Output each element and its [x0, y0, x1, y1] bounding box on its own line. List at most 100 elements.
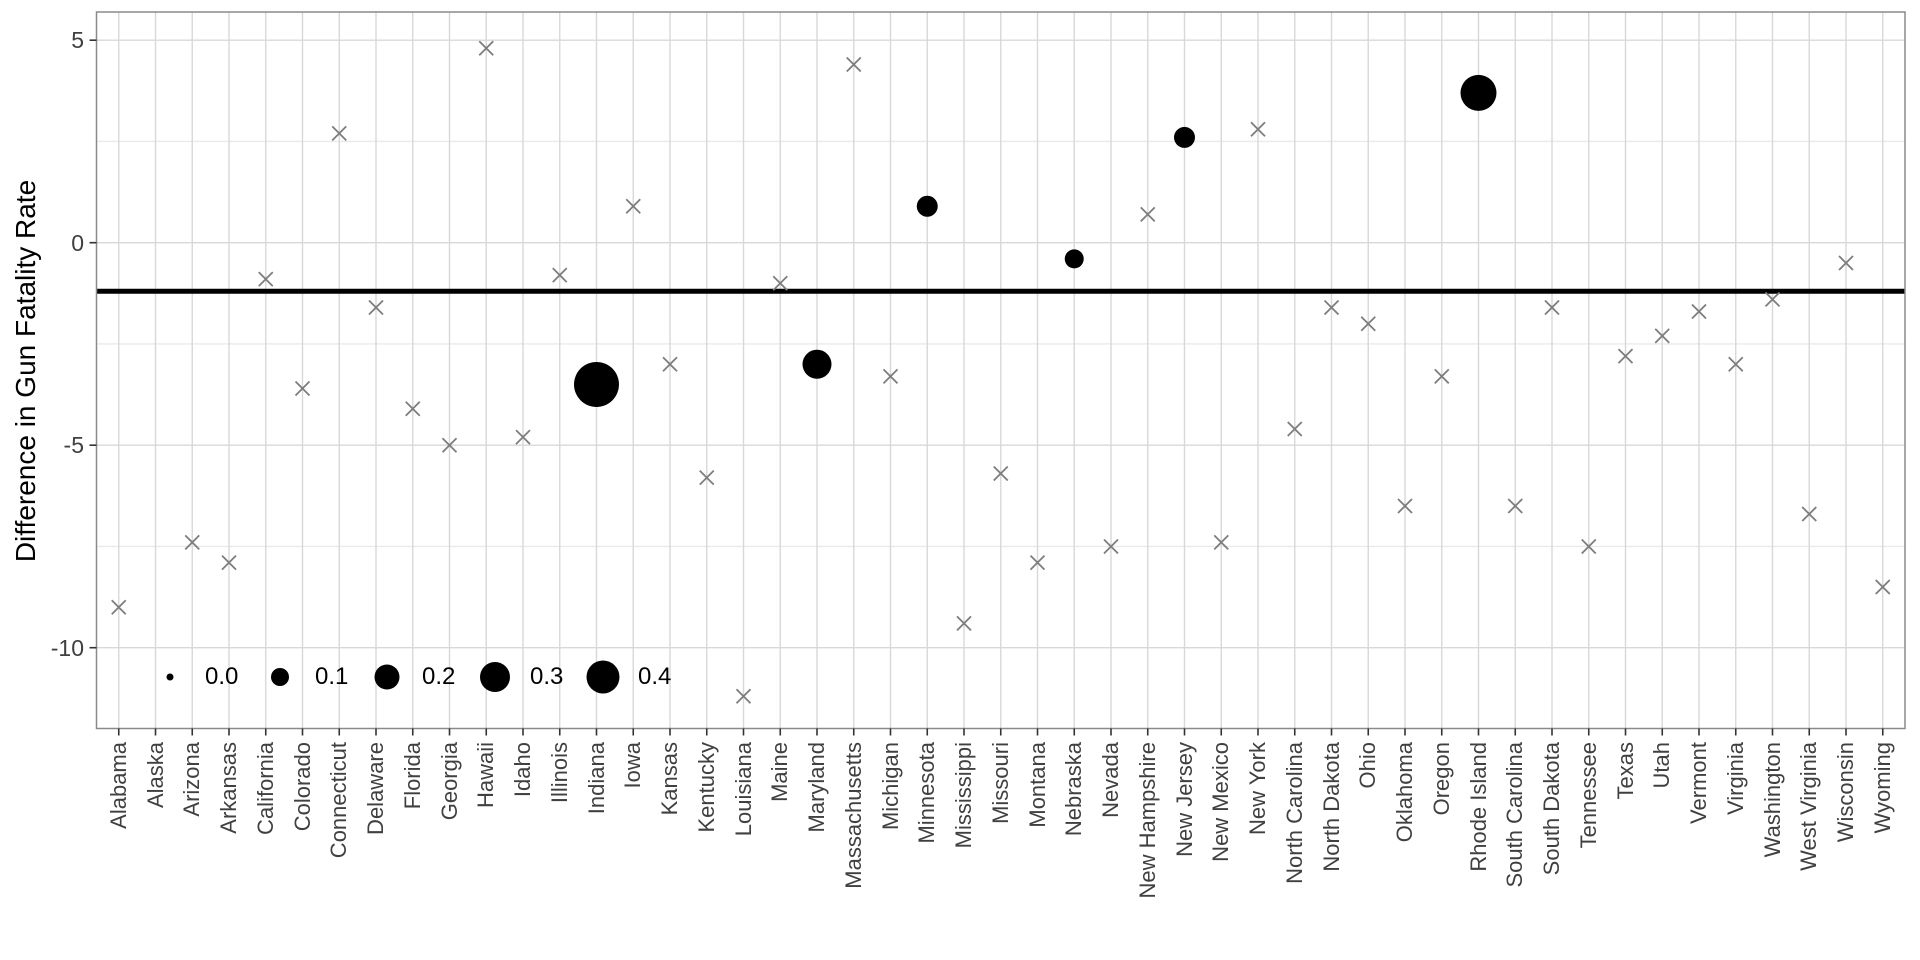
size-legend-label-0.3: 0.3: [530, 663, 564, 690]
weighted-point-circle-Maryland: [802, 349, 832, 379]
control-point-marker-Iowa: [625, 198, 641, 214]
control-point-marker-Nevada: [1103, 538, 1119, 555]
control-point-marker-Ohio: [1360, 316, 1376, 332]
control-point-marker-Wisconsin: [1838, 255, 1854, 271]
x-tick-label-Delaware: Delaware: [363, 742, 388, 835]
x-tick-label-Montana: Montana: [1024, 742, 1050, 828]
x-tick-label-California: California: [252, 742, 278, 835]
control-point-marker-Connecticut: [331, 125, 347, 141]
x-tick-label-Missouri: Missouri: [987, 742, 1013, 824]
x-tick-label-Wisconsin: Wisconsin: [1833, 742, 1858, 843]
weighted-point-circle-Indiana: [574, 361, 619, 407]
x-tick-label-Indiana: Indiana: [583, 742, 609, 815]
control-point-marker-Texas: [1617, 348, 1634, 364]
x-tick-label-Tennessee: Tennessee: [1575, 742, 1601, 849]
control-point-marker-Colorado: [294, 380, 311, 397]
x-tick-label-New Jersey: New Jersey: [1171, 742, 1197, 857]
y-tick-label-0: 0: [71, 229, 84, 256]
x-tick-label-New Mexico: New Mexico: [1208, 742, 1234, 862]
x-tick-label-North Carolina: North Carolina: [1281, 742, 1307, 884]
control-point-marker-Tennessee: [1581, 538, 1597, 555]
y-tick-label-5: 5: [71, 27, 84, 54]
x-tick-label-Rhode Island: Rhode Island: [1465, 742, 1491, 872]
control-point-marker-Hawaii: [478, 40, 494, 56]
control-point-marker-Louisiana: [735, 688, 752, 704]
x-tick-label-Maryland: Maryland: [804, 742, 829, 833]
control-point-marker-West Virginia: [1801, 506, 1817, 522]
control-point-marker-Arizona: [184, 534, 200, 551]
x-tick-label-Washington: Washington: [1759, 742, 1785, 858]
x-tick-label-Michigan: Michigan: [877, 742, 903, 831]
size-legend-label-0.1: 0.1: [315, 663, 349, 690]
x-tick-label-Oregon: Oregon: [1428, 742, 1454, 816]
size-legend-dot-0.2: [374, 664, 400, 690]
control-point-marker-Oregon: [1434, 368, 1450, 384]
control-point-marker-North Dakota: [1323, 299, 1340, 316]
control-point-marker-Florida: [405, 401, 421, 417]
control-point-marker-Oklahoma: [1397, 498, 1413, 514]
control-point-marker-Maine: [772, 275, 788, 291]
control-point-marker-Wyoming: [1875, 579, 1891, 595]
weighted-point-circle-Minnesota: [916, 195, 938, 217]
control-point-marker-New Mexico: [1213, 534, 1229, 551]
size-legend-dot-0.1: [271, 668, 289, 686]
control-point-marker-California: [258, 271, 274, 287]
x-tick-label-Florida: Florida: [399, 742, 425, 810]
x-tick-label-Illinois: Illinois: [546, 742, 572, 804]
x-tick-label-Nebraska: Nebraska: [1061, 742, 1087, 837]
x-tick-label-Georgia: Georgia: [436, 742, 462, 821]
control-point-marker-Washington: [1764, 291, 1781, 308]
x-tick-label-Ohio: Ohio: [1355, 742, 1381, 789]
x-tick-label-Idaho: Idaho: [510, 742, 535, 798]
control-point-marker-Montana: [1029, 555, 1046, 571]
control-point-marker-New Hampshire: [1140, 206, 1156, 222]
control-point-marker-Vermont: [1691, 303, 1707, 320]
control-point-marker-North Carolina: [1287, 421, 1303, 437]
size-legend-label-0.2: 0.2: [422, 663, 456, 690]
control-point-marker-Utah: [1654, 328, 1670, 344]
size-legend-label-0.4: 0.4: [638, 663, 672, 690]
x-tick-label-Virginia: Virginia: [1722, 742, 1748, 815]
x-tick-label-North Dakota: North Dakota: [1318, 742, 1344, 872]
x-tick-label-West Virginia: West Virginia: [1796, 742, 1822, 871]
x-tick-label-Maine: Maine: [767, 742, 793, 802]
x-tick-label-Wyoming: Wyoming: [1869, 742, 1895, 834]
x-tick-label-Louisiana: Louisiana: [730, 742, 756, 837]
control-point-marker-Mississippi: [956, 615, 972, 632]
weighted-point-circle-Rhode Island: [1460, 74, 1497, 111]
x-tick-label-Utah: Utah: [1649, 742, 1675, 789]
control-point-marker-Massachusetts: [846, 56, 862, 73]
x-tick-label-Massachusetts: Massachusetts: [840, 742, 866, 889]
x-tick-label-Connecticut: Connecticut: [326, 742, 352, 859]
x-tick-label-Colorado: Colorado: [289, 742, 315, 832]
control-point-marker-Michigan: [882, 368, 899, 384]
size-legend-dot-0.4: [586, 660, 620, 694]
y-tick-label--10: -10: [50, 634, 84, 661]
control-point-marker-Delaware: [368, 299, 384, 316]
control-point-marker-Alabama: [111, 599, 127, 615]
y-tick-label--5: -5: [63, 432, 84, 459]
x-tick-label-New York: New York: [1245, 742, 1270, 835]
x-tick-label-Alabama: Alabama: [105, 742, 131, 829]
control-point-marker-Kansas: [662, 356, 678, 372]
x-tick-label-Arkansas: Arkansas: [216, 742, 241, 834]
control-point-marker-Illinois: [552, 267, 568, 283]
x-tick-label-Iowa: Iowa: [620, 742, 646, 789]
control-point-marker-Missouri: [993, 465, 1009, 482]
size-legend-label-0.0: 0.0: [205, 663, 239, 690]
y-axis-title: Difference in Gun Fatality Rate: [10, 179, 41, 563]
x-tick-label-Hawaii: Hawaii: [473, 742, 499, 809]
x-tick-label-Arizona: Arizona: [179, 742, 205, 817]
control-point-marker-Idaho: [515, 429, 531, 445]
weighted-point-circle-New Jersey: [1174, 126, 1195, 148]
control-point-marker-Kentucky: [699, 469, 715, 486]
control-point-marker-South Dakota: [1544, 299, 1560, 316]
x-tick-label-South Carolina: South Carolina: [1502, 742, 1528, 888]
x-tick-label-Kentucky: Kentucky: [693, 742, 719, 833]
x-tick-label-Kansas: Kansas: [657, 742, 682, 816]
control-point-marker-New York: [1250, 121, 1266, 137]
x-tick-label-Minnesota: Minnesota: [914, 742, 940, 844]
control-point-marker-Arkansas: [221, 555, 237, 571]
